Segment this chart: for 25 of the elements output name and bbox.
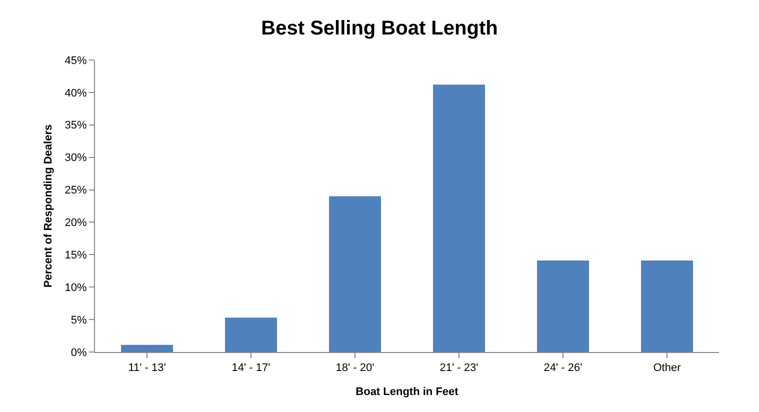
bar <box>433 84 485 352</box>
y-axis-title: Percent of Responding Dealers <box>42 124 54 288</box>
y-tick-label: 15% <box>64 250 88 262</box>
y-tick-label: 5% <box>70 314 88 326</box>
bar <box>225 318 277 352</box>
x-tick-label: 24' - 26' <box>544 362 582 374</box>
y-tick-label: 30% <box>64 152 88 164</box>
bar <box>641 260 693 352</box>
x-tick-label: 14' - 17' <box>232 362 270 374</box>
y-tick-label: 25% <box>64 184 88 197</box>
x-tick-label: 21' - 23' <box>440 362 478 374</box>
y-tick-label: 20% <box>64 217 88 230</box>
bar <box>329 196 381 352</box>
y-tick-label: 40% <box>64 87 88 100</box>
x-tick-label: 11' - 13' <box>128 362 166 374</box>
y-tick-label: 45% <box>64 54 88 67</box>
y-tick-label: 35% <box>64 120 88 132</box>
x-axis-title: Boat Length in Feet <box>356 386 459 398</box>
y-tick-label: 0% <box>70 346 88 359</box>
bar <box>537 260 589 352</box>
chart-title: Best Selling Boat Length <box>261 18 498 40</box>
bar <box>121 344 173 352</box>
x-tick-label: Other <box>653 362 682 374</box>
x-tick-label: 18' - 20' <box>336 362 374 374</box>
y-tick-label: 10% <box>64 282 88 294</box>
